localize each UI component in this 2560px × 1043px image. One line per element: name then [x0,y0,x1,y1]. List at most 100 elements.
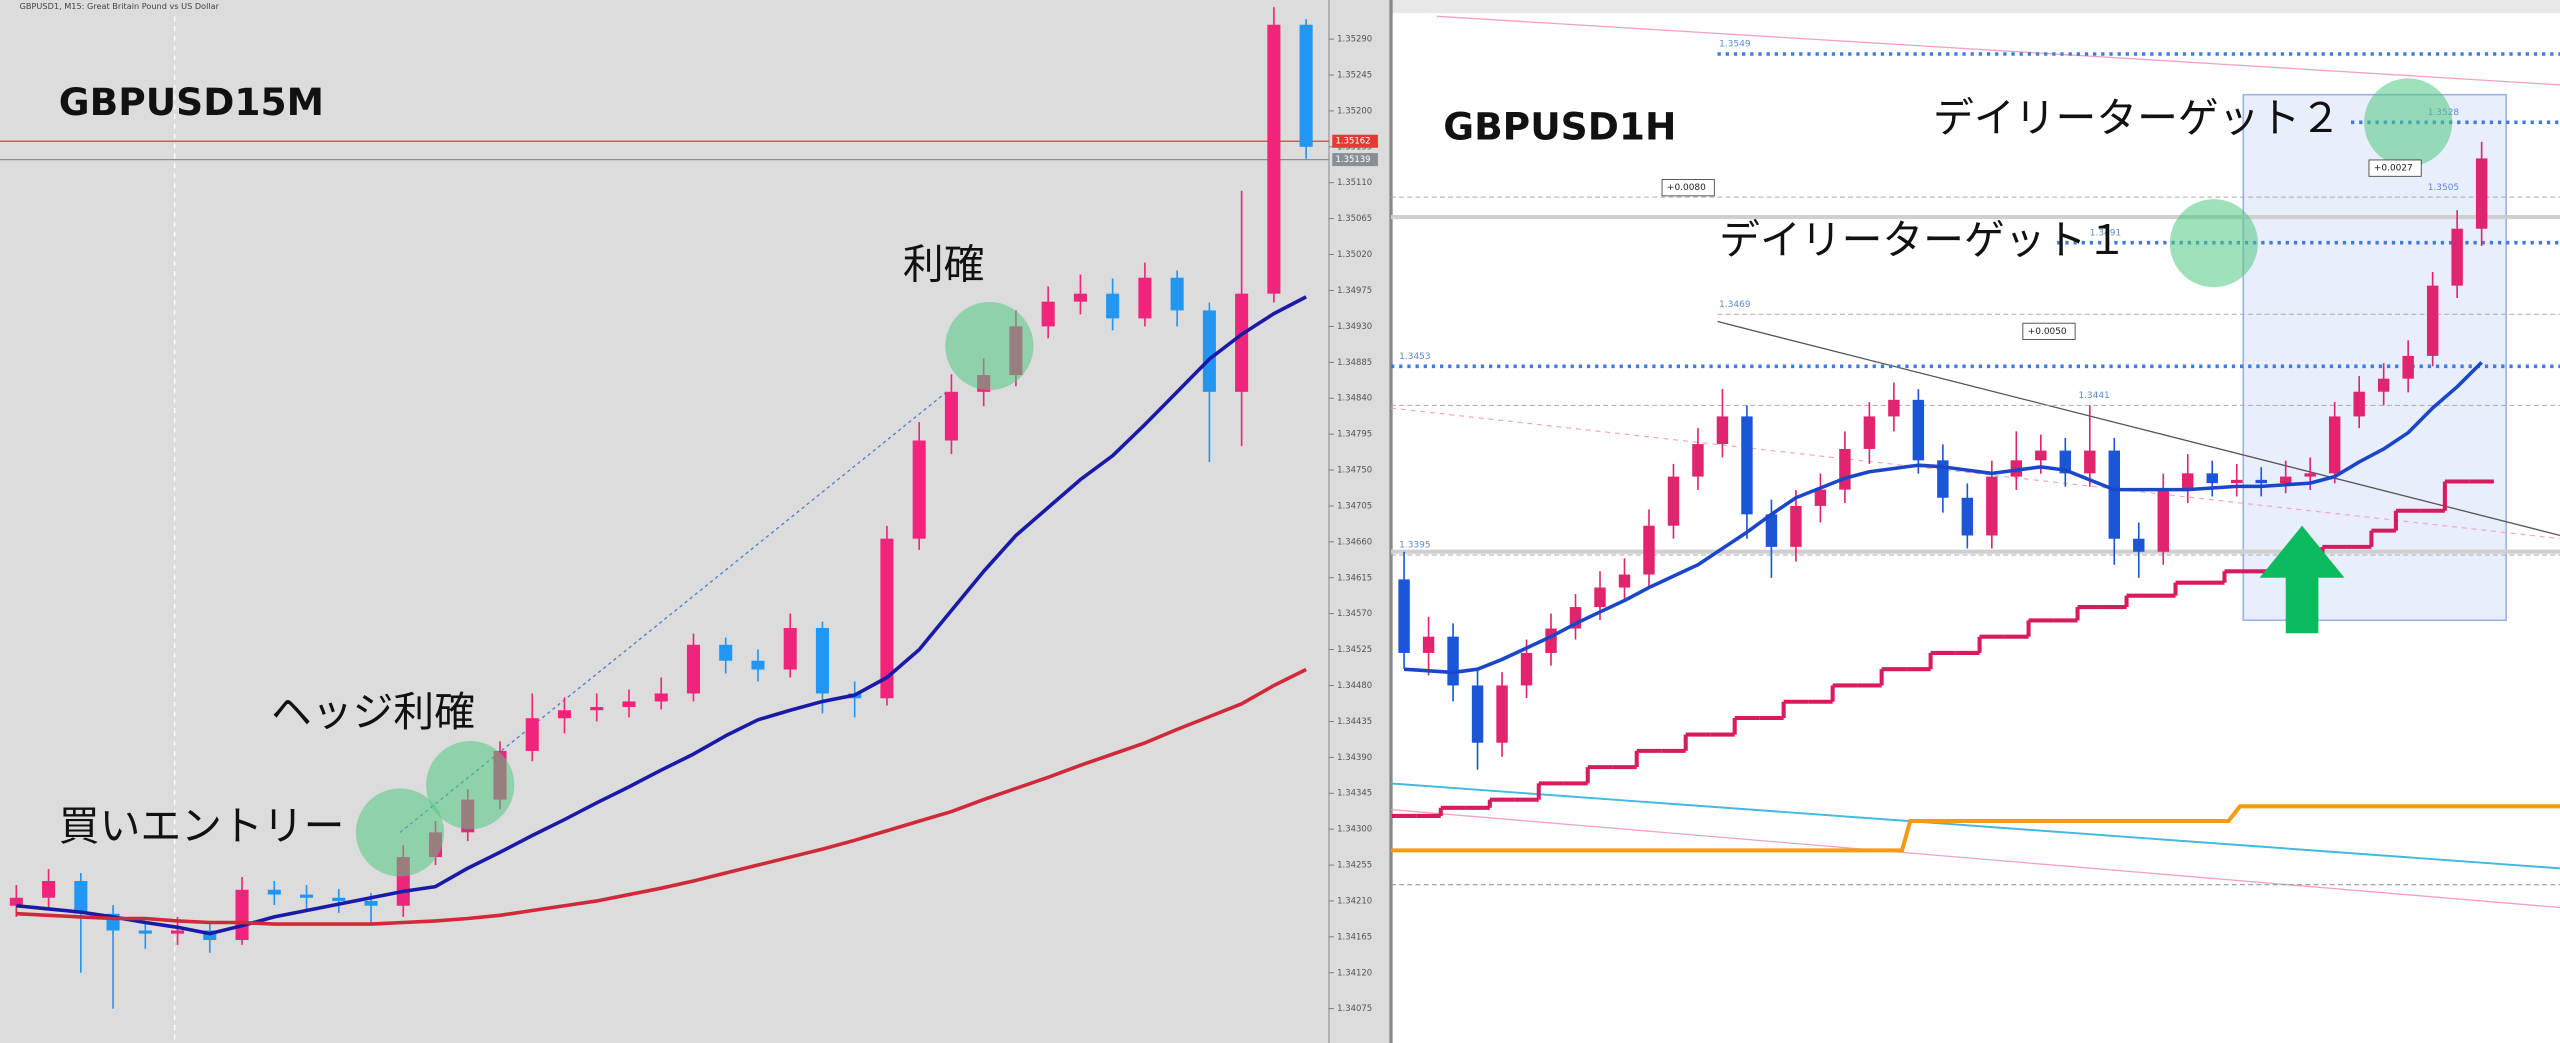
indicator-line [1403,361,2483,675]
candle-body [1618,574,1631,588]
candle-body [1471,685,1484,743]
y-tick-label: 1.34300 [1337,824,1372,834]
chart-header: GBPUSD1, M15: Great Britain Pound vs US … [20,1,220,11]
candle-body [2108,450,2120,539]
candle-body [1667,476,1680,526]
candle-body [1520,652,1533,686]
candle-body [2377,378,2390,392]
chart-title: GBPUSD15M [59,80,324,124]
y-tick-label: 1.34885 [1337,357,1372,367]
price-label: 1.35162 [1336,136,1371,146]
candle-body [1569,607,1582,629]
candle-body [2084,450,2096,474]
delta-box [2022,322,2076,340]
candle-body [1912,399,1925,461]
level-label: 1.3441 [2078,391,2109,401]
candle-body [880,538,894,699]
candle-body [654,693,668,702]
plot: 1.34075 1.34120 1.34165 1.34210 1.34255 1.343… [0,7,2560,1013]
candle-body [1170,277,1184,311]
y-tick-label: 1.34345 [1337,788,1372,798]
annotation: ヘッジ利確 [271,688,475,736]
candle-body [1716,416,1729,445]
y-tick-label: 1.34750 [1337,465,1372,475]
marker-circle [2364,78,2453,167]
candle-body [1692,444,1704,477]
candle-body [1299,24,1313,147]
candle-body [2451,228,2463,286]
annotation: 利確 [903,241,985,289]
candle-body [1937,460,1949,498]
y-tick-label: 1.34660 [1337,536,1372,546]
candle-body [2402,355,2414,379]
indicator-line [16,667,1307,926]
candle-body [1790,505,1802,547]
candle-body [2035,450,2047,461]
candle-body [912,440,926,539]
candle-body [1741,416,1753,515]
candle-body [9,897,23,906]
level-label: 1.3453 [1399,352,1430,362]
y-tick-label: 1.35200 [1337,105,1372,115]
highlight-box [2242,93,2507,622]
candle-body [2475,158,2488,229]
candle-body [2280,476,2292,484]
y-tick-label: 1.34975 [1337,285,1372,295]
annotation: 買いエントリー [59,802,345,850]
candle-body [1073,293,1087,302]
candle-body [1041,301,1055,327]
candle-body [171,930,185,934]
candle-body [2157,489,2169,552]
candle-body [1863,416,1876,449]
candle-body [300,894,314,898]
candle-body [267,889,281,895]
candle-body [1814,489,1827,506]
candle-body [74,881,88,914]
price-label-box [1332,153,1378,167]
marker-circle [426,741,515,830]
candle-body [1839,448,1851,490]
candle-body [557,710,572,719]
candle-body [590,707,604,711]
left-panel [0,0,1392,1043]
y-tick-label: 1.34075 [1337,1003,1372,1013]
up-arrow [2259,525,2345,634]
candle-body [944,391,958,441]
candle-body [1986,476,1998,536]
candle-body [1398,579,1410,653]
channel-line [1390,782,2560,870]
y-tick-label: 1.35065 [1337,213,1372,223]
y-tick-label: 1.35110 [1337,177,1372,187]
right-panel [1391,0,2560,1043]
candle-body [751,660,765,670]
candle-body [2255,479,2267,484]
marker-circle [355,788,445,877]
y-tick-label: 1.35020 [1337,249,1372,259]
delta-label: +0.0050 [2028,327,2067,337]
level-label: 1.3549 [1719,40,1751,50]
y-tick-label: 1.34390 [1337,752,1372,762]
candle-body [2231,479,2243,484]
candle-body [525,718,539,751]
channel-line [1436,15,2560,86]
annotation: デイリーターゲット１ [1719,216,2127,264]
price-label-box [1332,134,1378,148]
level-label: 1.3395 [1399,541,1430,551]
y-tick-label: 1.34570 [1337,608,1372,618]
y-tick-label: 1.34480 [1337,680,1372,690]
candle-body [2059,450,2072,474]
y-tick-label: 1.34840 [1337,393,1372,403]
y-tick-label: 1.34165 [1337,931,1372,941]
candle-body [1961,497,1974,536]
candle-body [783,628,797,670]
marker-circle [2169,199,2258,288]
delta-box [2368,159,2422,177]
y-tick-label: 1.34615 [1337,572,1372,582]
indicator-line [1391,804,2560,853]
y-tick-label: 1.34705 [1337,500,1372,510]
candle-body [2304,473,2316,477]
delta-box [1661,179,1715,197]
candle-body [1545,628,1557,653]
